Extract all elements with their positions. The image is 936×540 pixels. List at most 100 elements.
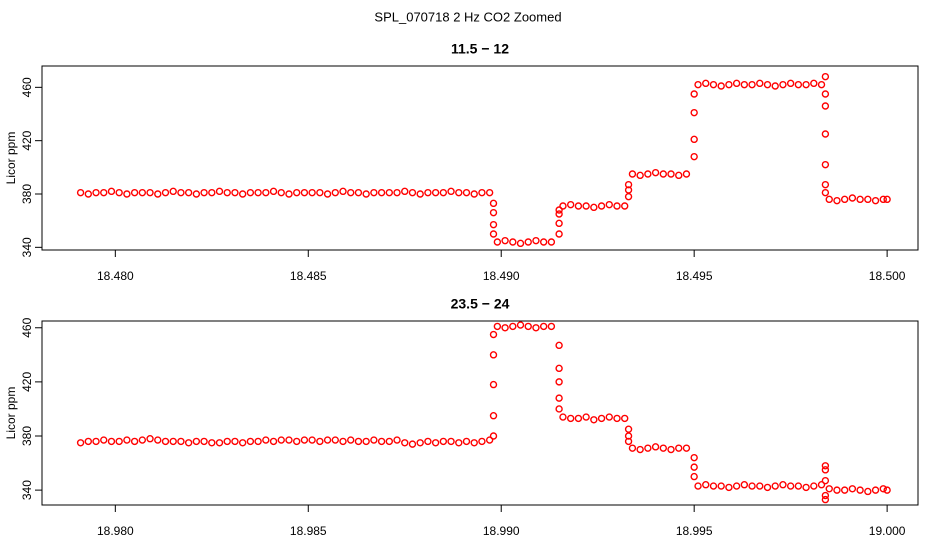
data-point <box>462 437 471 446</box>
data-point <box>277 436 285 444</box>
data-point <box>555 219 563 228</box>
data-point <box>146 188 154 197</box>
data-point <box>161 188 170 197</box>
data-point <box>555 230 563 238</box>
data-point <box>821 495 830 504</box>
data-point <box>208 439 216 447</box>
data-point <box>883 486 891 494</box>
data-point <box>566 200 575 209</box>
data-point <box>547 238 556 246</box>
data-point <box>690 453 698 462</box>
data-point <box>485 436 494 444</box>
data-point <box>146 435 154 443</box>
data-point <box>100 436 108 444</box>
data-point <box>130 188 139 197</box>
data-point <box>524 322 532 331</box>
data-point <box>377 188 386 197</box>
data-point <box>532 236 540 245</box>
data-point <box>470 190 478 198</box>
data-point <box>566 414 575 423</box>
data-point <box>848 485 857 493</box>
y-axis-label: Licor ppm <box>4 132 18 185</box>
data-point <box>447 187 455 196</box>
data-point <box>447 437 455 446</box>
data-point <box>455 439 463 447</box>
data-point <box>732 482 741 490</box>
data-point <box>879 195 887 204</box>
data-point <box>694 80 702 89</box>
data-point <box>675 171 683 180</box>
x-tick-label: 18.495 <box>676 269 713 283</box>
data-point <box>539 238 548 246</box>
data-point <box>821 90 830 98</box>
data-point <box>748 482 756 490</box>
data-point <box>690 152 698 161</box>
data-point <box>269 187 278 196</box>
data-point <box>92 437 100 446</box>
data-point <box>238 439 247 447</box>
data-point <box>470 439 478 447</box>
data-point <box>115 437 123 446</box>
data-point <box>285 436 293 444</box>
data-point <box>100 188 108 197</box>
data-point <box>200 188 208 197</box>
data-point <box>277 188 285 197</box>
data-point <box>690 472 698 481</box>
data-point <box>821 130 830 138</box>
data-point <box>802 80 810 89</box>
data-point <box>856 195 864 204</box>
data-point <box>779 481 787 489</box>
data-point <box>424 188 432 197</box>
y-tick-label: 460 <box>20 77 34 97</box>
data-point <box>694 482 702 490</box>
data-point <box>478 188 486 197</box>
data-point <box>354 437 363 446</box>
data-point <box>509 322 517 331</box>
data-point <box>192 190 201 198</box>
data-point <box>478 437 486 446</box>
data-point <box>401 439 409 447</box>
data-point <box>246 437 255 446</box>
data-point <box>682 170 691 178</box>
y-tick-label: 420 <box>20 130 34 150</box>
data-point <box>555 210 563 218</box>
data-point <box>200 437 208 446</box>
data-point <box>771 482 779 490</box>
data-point <box>717 482 725 490</box>
data-point <box>574 202 583 210</box>
data-point <box>431 439 440 447</box>
panel-title: 23.5 − 24 <box>451 296 510 312</box>
data-point <box>130 437 139 446</box>
data-point <box>489 199 498 208</box>
data-point <box>732 79 741 88</box>
data-point <box>169 437 177 446</box>
y-tick-label: 340 <box>20 237 34 257</box>
data-point <box>385 437 394 446</box>
data-point <box>702 79 710 88</box>
data-point <box>262 436 270 444</box>
data-point <box>401 187 409 196</box>
data-point <box>651 168 660 177</box>
data-point <box>864 487 872 496</box>
data-point <box>821 180 830 189</box>
data-point <box>516 239 525 248</box>
data-point <box>597 202 606 210</box>
data-point <box>439 437 448 446</box>
data-point <box>605 413 613 421</box>
data-point <box>177 437 185 446</box>
data-point <box>690 135 698 144</box>
data-point <box>763 80 772 89</box>
data-point <box>269 437 278 446</box>
data-point <box>559 202 567 210</box>
data-point <box>316 437 324 446</box>
data-point <box>879 485 887 493</box>
x-tick-label: 18.490 <box>483 269 520 283</box>
data-point <box>316 188 324 197</box>
data-point <box>555 364 563 373</box>
data-point <box>416 190 424 198</box>
data-point <box>524 238 532 246</box>
data-point <box>644 444 652 452</box>
data-point <box>107 437 116 446</box>
data-point <box>763 483 772 492</box>
